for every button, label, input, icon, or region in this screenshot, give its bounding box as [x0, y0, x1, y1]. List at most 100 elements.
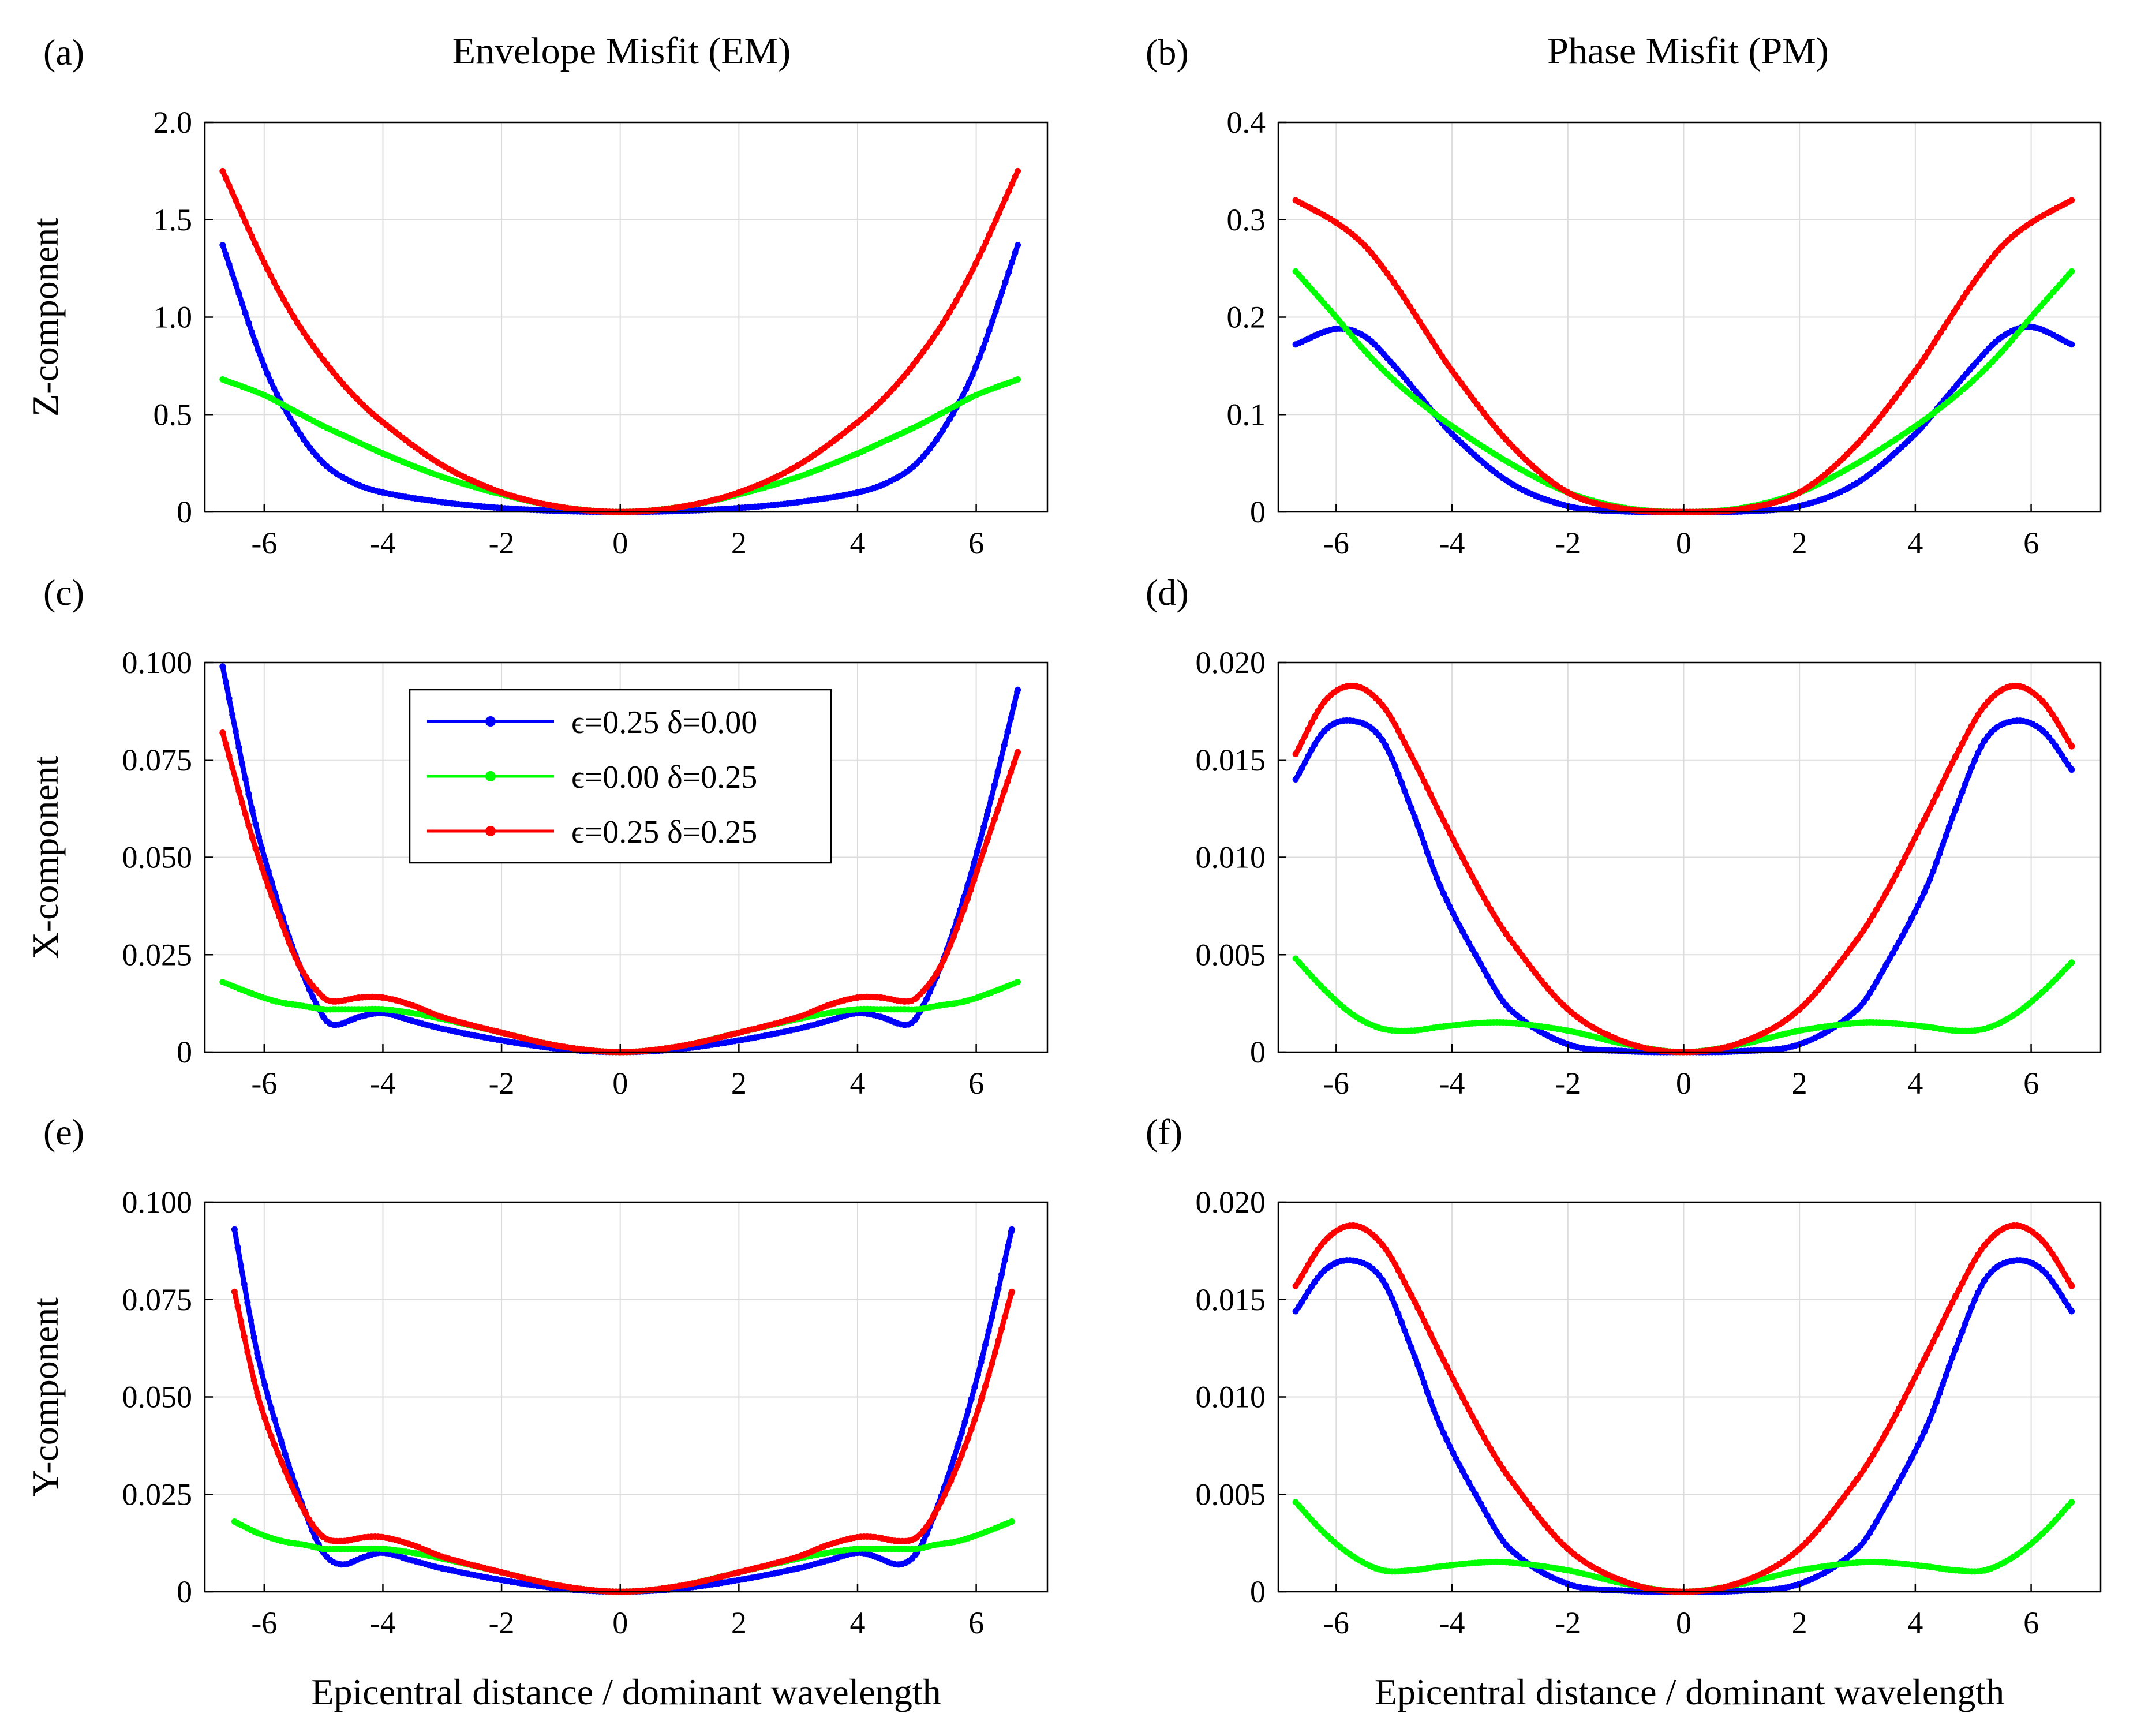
data-point	[1456, 1388, 1463, 1395]
data-point	[959, 392, 966, 399]
data-point	[1899, 1399, 1906, 1406]
data-point	[1886, 955, 1893, 962]
x-tick-label: -4	[1439, 1606, 1465, 1640]
data-point	[1440, 817, 1447, 824]
data-point	[1959, 1329, 1966, 1335]
y-tick-label: 0.050	[122, 1380, 193, 1415]
data-point	[969, 372, 976, 379]
data-point	[232, 197, 239, 204]
data-point	[1978, 743, 1985, 750]
data-point	[944, 949, 950, 956]
data-point	[971, 1416, 978, 1423]
y-axis-label: Z-component	[25, 218, 66, 417]
data-point	[977, 857, 984, 864]
data-point	[1915, 829, 1921, 836]
data-point	[1477, 1428, 1484, 1435]
data-point	[948, 1477, 955, 1484]
data-point	[1952, 1345, 1959, 1352]
panel-e: -6 -4 -2 0 2 4 600.0250.0500.0750.100(e)Y-comp…	[25, 1112, 1049, 1712]
x-tick-label: 6	[2023, 1606, 2039, 1640]
data-point	[1962, 1320, 1969, 1327]
data-point	[1956, 747, 1963, 753]
data-point	[1395, 727, 1402, 734]
y-tick-label: 0.4	[1227, 105, 1266, 140]
data-point	[946, 416, 953, 422]
data-point	[2052, 742, 2059, 749]
data-point	[1004, 778, 1011, 785]
data-point	[1445, 362, 1452, 369]
data-point	[1477, 1501, 1484, 1507]
data-point	[966, 273, 972, 280]
x-tick-label: -2	[1555, 526, 1581, 560]
data-point	[2055, 747, 2062, 754]
data-point	[1305, 753, 1312, 760]
data-point	[989, 1360, 995, 1367]
data-point	[1298, 765, 1305, 772]
data-point	[1956, 797, 1963, 804]
data-point	[1879, 967, 1886, 974]
data-point	[1902, 854, 1909, 860]
data-point	[1389, 716, 1395, 723]
data-point	[289, 1483, 295, 1490]
data-point	[965, 1407, 972, 1414]
data-point	[920, 1538, 927, 1544]
data-point	[1883, 1501, 1890, 1507]
data-point	[1892, 1411, 1899, 1418]
data-point	[933, 330, 940, 336]
data-point	[302, 1510, 309, 1517]
data-point	[1420, 323, 1427, 330]
data-point	[231, 1288, 238, 1295]
column-title-envelope-misfit: Envelope Misfit (EM)	[452, 30, 791, 72]
data-point	[1296, 770, 1303, 777]
panel-label: (a)	[43, 32, 84, 73]
data-point	[1401, 787, 1408, 794]
data-point	[304, 334, 310, 341]
data-point	[1481, 895, 1488, 901]
data-point	[1959, 789, 1966, 796]
data-point	[988, 795, 995, 802]
data-point	[1494, 989, 1500, 996]
data-point	[1465, 940, 1472, 946]
data-point	[1936, 1390, 1943, 1397]
data-point	[953, 925, 960, 931]
data-point	[1899, 933, 1906, 940]
y-tick-label: 0.010	[1196, 840, 1266, 875]
legend-label: ϵ=0.25 δ=0.25	[571, 814, 757, 850]
data-point	[261, 1382, 268, 1389]
data-point	[1446, 1443, 1453, 1450]
data-point	[1430, 1406, 1437, 1413]
data-point	[235, 788, 242, 795]
data-point	[989, 225, 996, 231]
legend-label: ϵ=0.25 δ=0.00	[571, 705, 757, 740]
x-tick-label: 4	[1907, 1066, 1923, 1101]
data-point	[1926, 1415, 1933, 1422]
data-point	[295, 1496, 302, 1503]
data-point	[1398, 734, 1405, 740]
x-tick-label: -4	[370, 526, 396, 560]
data-point	[1469, 873, 1476, 880]
data-point	[1892, 944, 1899, 951]
data-point	[1411, 759, 1418, 765]
data-point	[938, 1498, 945, 1505]
data-point	[1427, 1397, 1434, 1404]
data-point	[1966, 285, 1973, 291]
data-point	[1387, 275, 1394, 282]
data-point	[1311, 741, 1318, 748]
data-point	[232, 728, 239, 735]
data-point	[1908, 915, 1915, 922]
data-point	[306, 338, 313, 345]
data-point	[219, 242, 226, 249]
x-tick-label: 4	[849, 526, 865, 560]
data-point	[1915, 363, 1922, 370]
data-point	[941, 956, 947, 963]
data-point	[291, 1490, 298, 1496]
data-point	[961, 1443, 968, 1450]
panel-label: (f)	[1146, 1112, 1182, 1153]
data-point	[1394, 284, 1401, 291]
data-point	[287, 308, 294, 315]
data-point	[1424, 849, 1431, 856]
data-point	[274, 1426, 281, 1433]
data-point	[1886, 1423, 1893, 1430]
data-point	[1424, 1324, 1431, 1331]
data-point	[1439, 353, 1446, 360]
